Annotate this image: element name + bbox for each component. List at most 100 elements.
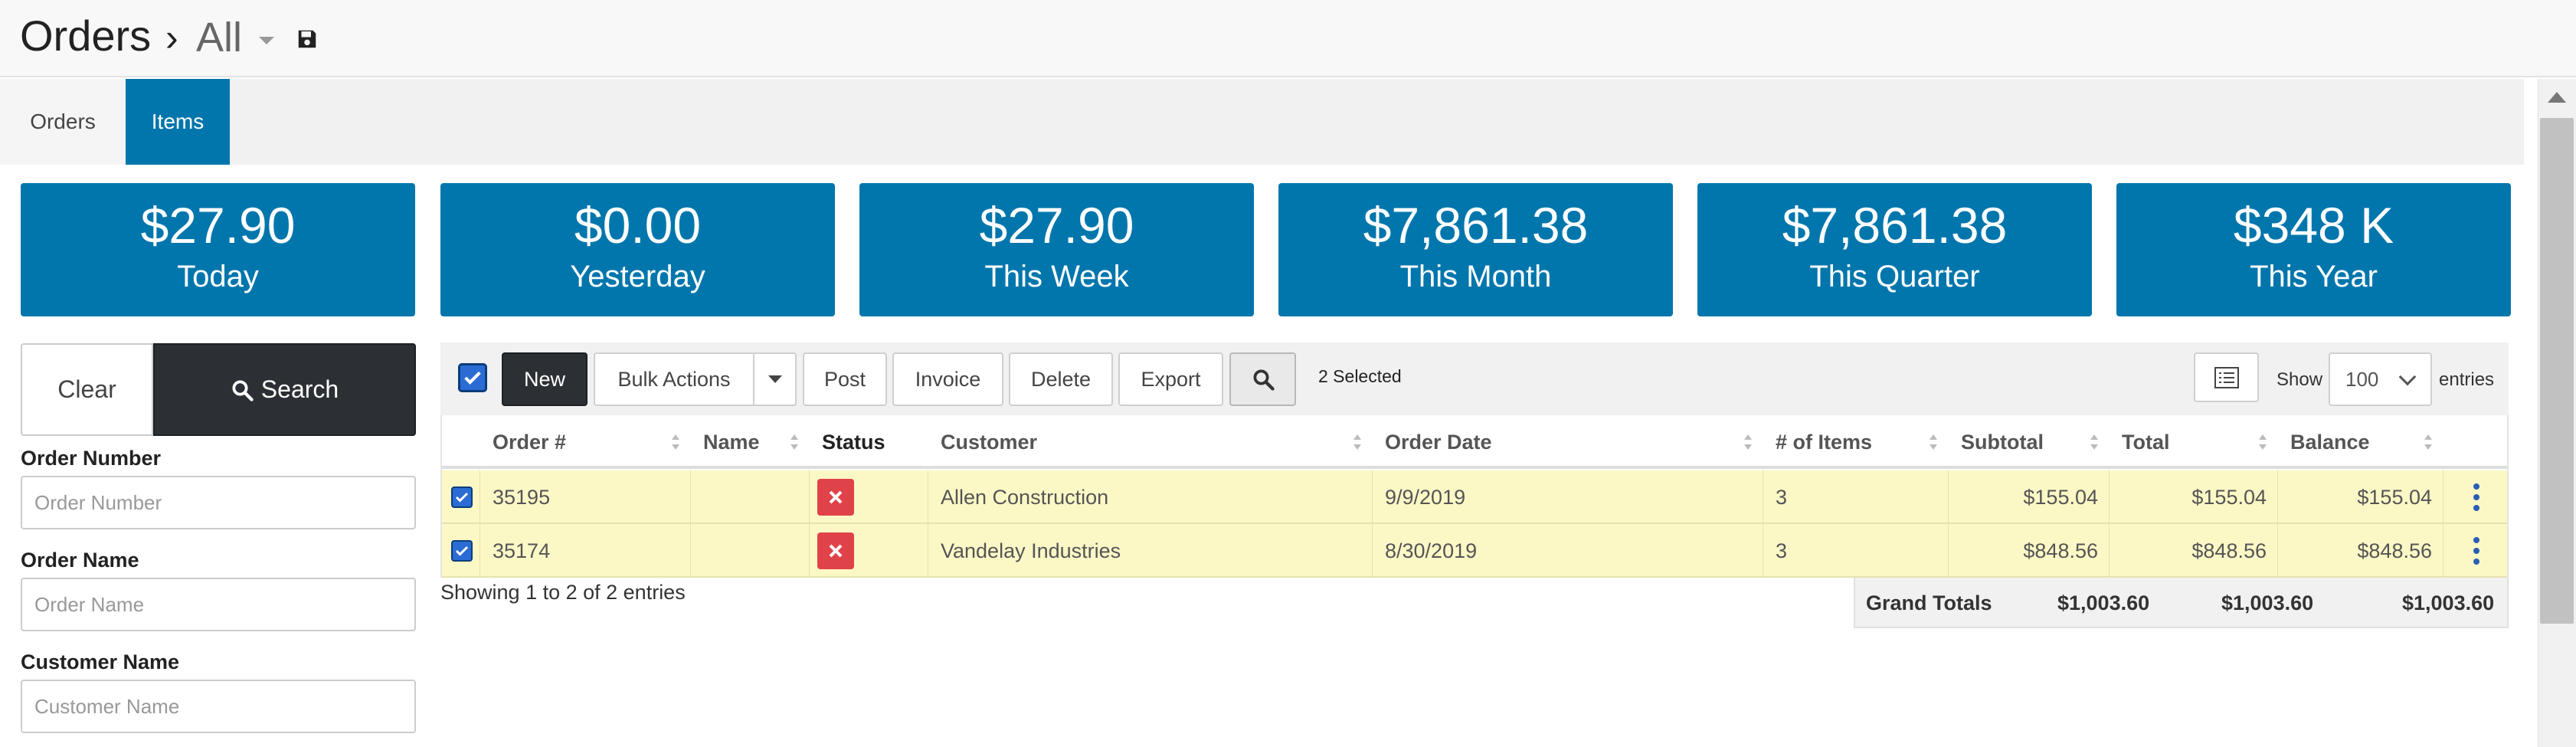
status-badge <box>817 479 854 516</box>
more-actions-icon[interactable] <box>2473 483 2480 511</box>
list-icon <box>2214 366 2239 388</box>
selected-count: 2 Selected <box>1318 366 1402 386</box>
stat-card-this-week: $27.90 This Week <box>859 183 1254 316</box>
page-size-select[interactable]: 100 <box>2329 352 2432 406</box>
post-button[interactable]: Post <box>803 352 887 406</box>
grand-totals-label: Grand Totals <box>1866 591 1992 614</box>
stat-amount: $0.00 <box>574 197 702 254</box>
checkmark-icon <box>455 492 469 503</box>
view-selector-label[interactable]: All <box>196 15 243 61</box>
order-number-cell[interactable]: 35195 <box>480 470 691 524</box>
sort-icon <box>672 434 679 450</box>
subtotal-cell: $848.56 <box>1949 524 2110 578</box>
grand-subtotal: $1,003.60 <box>2057 591 2150 614</box>
select-all-checkbox[interactable] <box>458 363 487 392</box>
page-title: Orders <box>20 11 152 60</box>
more-actions-icon[interactable] <box>2473 537 2480 565</box>
customer-cell: Vandelay Industries <box>928 524 1373 578</box>
balance-cell: $155.04 <box>2278 470 2443 524</box>
status-cell <box>810 524 928 578</box>
scroll-up-arrow-icon[interactable] <box>2548 92 2566 103</box>
row-select-cell <box>442 524 480 578</box>
checkmark-icon <box>464 371 481 385</box>
page-size-value: 100 <box>2345 367 2379 391</box>
grand-totals-bar: Grand Totals $1,003.60 $1,003.60 $1,003.… <box>1854 578 2509 628</box>
new-button[interactable]: New <box>502 352 588 406</box>
page-header: Orders › All <box>0 0 2576 77</box>
column-header-label: Subtotal <box>1961 430 2044 454</box>
column-header-label: Order # <box>493 430 567 454</box>
item-count-cell: 3 <box>1763 524 1949 578</box>
column-header-label: Total <box>2122 430 2170 454</box>
table-row[interactable]: 35174 Vandelay Industries 8/30/2019 3 $8… <box>442 524 2507 578</box>
row-checkbox[interactable] <box>451 540 473 562</box>
item-count-cell: 3 <box>1763 470 1949 524</box>
column-header-label: Order Date <box>1385 430 1492 454</box>
stat-amount: $27.90 <box>140 197 296 254</box>
table-row[interactable]: 35195 Allen Construction 9/9/2019 3 $155… <box>442 470 2507 524</box>
stat-amount: $7,861.38 <box>1363 197 1589 254</box>
column-header-label: Name <box>703 430 760 454</box>
sort-icon <box>1930 434 1937 450</box>
stat-card-this-quarter: $7,861.38 This Quarter <box>1697 183 2092 316</box>
customer-name-input[interactable] <box>21 680 416 733</box>
balance-cell: $848.56 <box>2278 524 2443 578</box>
column-visibility-button[interactable] <box>2194 352 2259 402</box>
stat-label: Yesterday <box>570 260 705 293</box>
show-label: Show <box>2277 369 2323 390</box>
delete-button[interactable]: Delete <box>1009 352 1113 406</box>
sort-icon <box>2424 434 2432 450</box>
stat-label: This Year <box>2250 260 2378 293</box>
order-name-input[interactable] <box>21 578 416 631</box>
customer-cell: Allen Construction <box>928 470 1373 524</box>
order-number-input[interactable] <box>21 476 416 529</box>
tab-orders[interactable]: Orders <box>0 79 126 165</box>
search-icon <box>1253 369 1275 391</box>
scrollbar-thumb[interactable] <box>2540 118 2574 624</box>
caret-down-icon <box>768 375 782 383</box>
order-number-label: Order Number <box>21 447 162 470</box>
order-date-cell: 8/30/2019 <box>1373 524 1763 578</box>
grand-total: $1,003.60 <box>2221 591 2314 614</box>
status-badge <box>817 532 854 569</box>
table-search-button[interactable] <box>1229 352 1296 406</box>
column-header-balance[interactable]: Balance <box>2278 415 2443 469</box>
stat-card-today: $27.90 Today <box>21 183 415 316</box>
close-icon <box>829 490 843 504</box>
stat-label: Today <box>177 260 259 293</box>
clear-button[interactable]: Clear <box>21 343 153 436</box>
status-cell <box>810 470 928 524</box>
bulk-actions-dropdown[interactable] <box>753 352 797 406</box>
tab-bar: Orders Items <box>0 79 2524 165</box>
tab-items[interactable]: Items <box>126 79 230 165</box>
search-button[interactable]: Search <box>153 343 416 436</box>
sort-icon <box>790 434 798 450</box>
column-header-subtotal[interactable]: Subtotal <box>1949 415 2110 469</box>
order-number-cell[interactable]: 35174 <box>480 524 691 578</box>
table-header: Order # Name Status Customer Order Date … <box>442 415 2507 469</box>
caret-down-icon[interactable] <box>259 37 274 44</box>
row-checkbox[interactable] <box>451 487 473 508</box>
column-header-total[interactable]: Total <box>2110 415 2278 469</box>
sort-icon <box>1353 434 1361 450</box>
bulk-actions-button[interactable]: Bulk Actions <box>594 352 754 406</box>
stat-card-this-year: $348 K This Year <box>2116 183 2511 316</box>
invoice-button[interactable]: Invoice <box>892 352 1003 406</box>
grand-balance: $1,003.60 <box>2402 591 2495 614</box>
customer-name-label: Customer Name <box>21 650 180 673</box>
stat-label: This Quarter <box>1809 260 1980 293</box>
sort-icon <box>2090 434 2098 450</box>
stat-amount: $27.90 <box>979 197 1134 254</box>
column-header-name[interactable]: Name <box>691 415 810 469</box>
column-header-order-number[interactable]: Order # <box>480 415 691 469</box>
close-icon <box>829 544 843 558</box>
export-button[interactable]: Export <box>1118 352 1223 406</box>
column-header-item-count[interactable]: # of Items <box>1763 415 1949 469</box>
order-name-label: Order Name <box>21 549 139 572</box>
row-actions-cell <box>2443 470 2509 524</box>
save-icon[interactable] <box>296 28 319 51</box>
column-header-customer[interactable]: Customer <box>928 415 1373 469</box>
sort-icon <box>1744 434 1752 450</box>
stat-amount: $348 K <box>2233 197 2394 254</box>
column-header-order-date[interactable]: Order Date <box>1373 415 1763 469</box>
